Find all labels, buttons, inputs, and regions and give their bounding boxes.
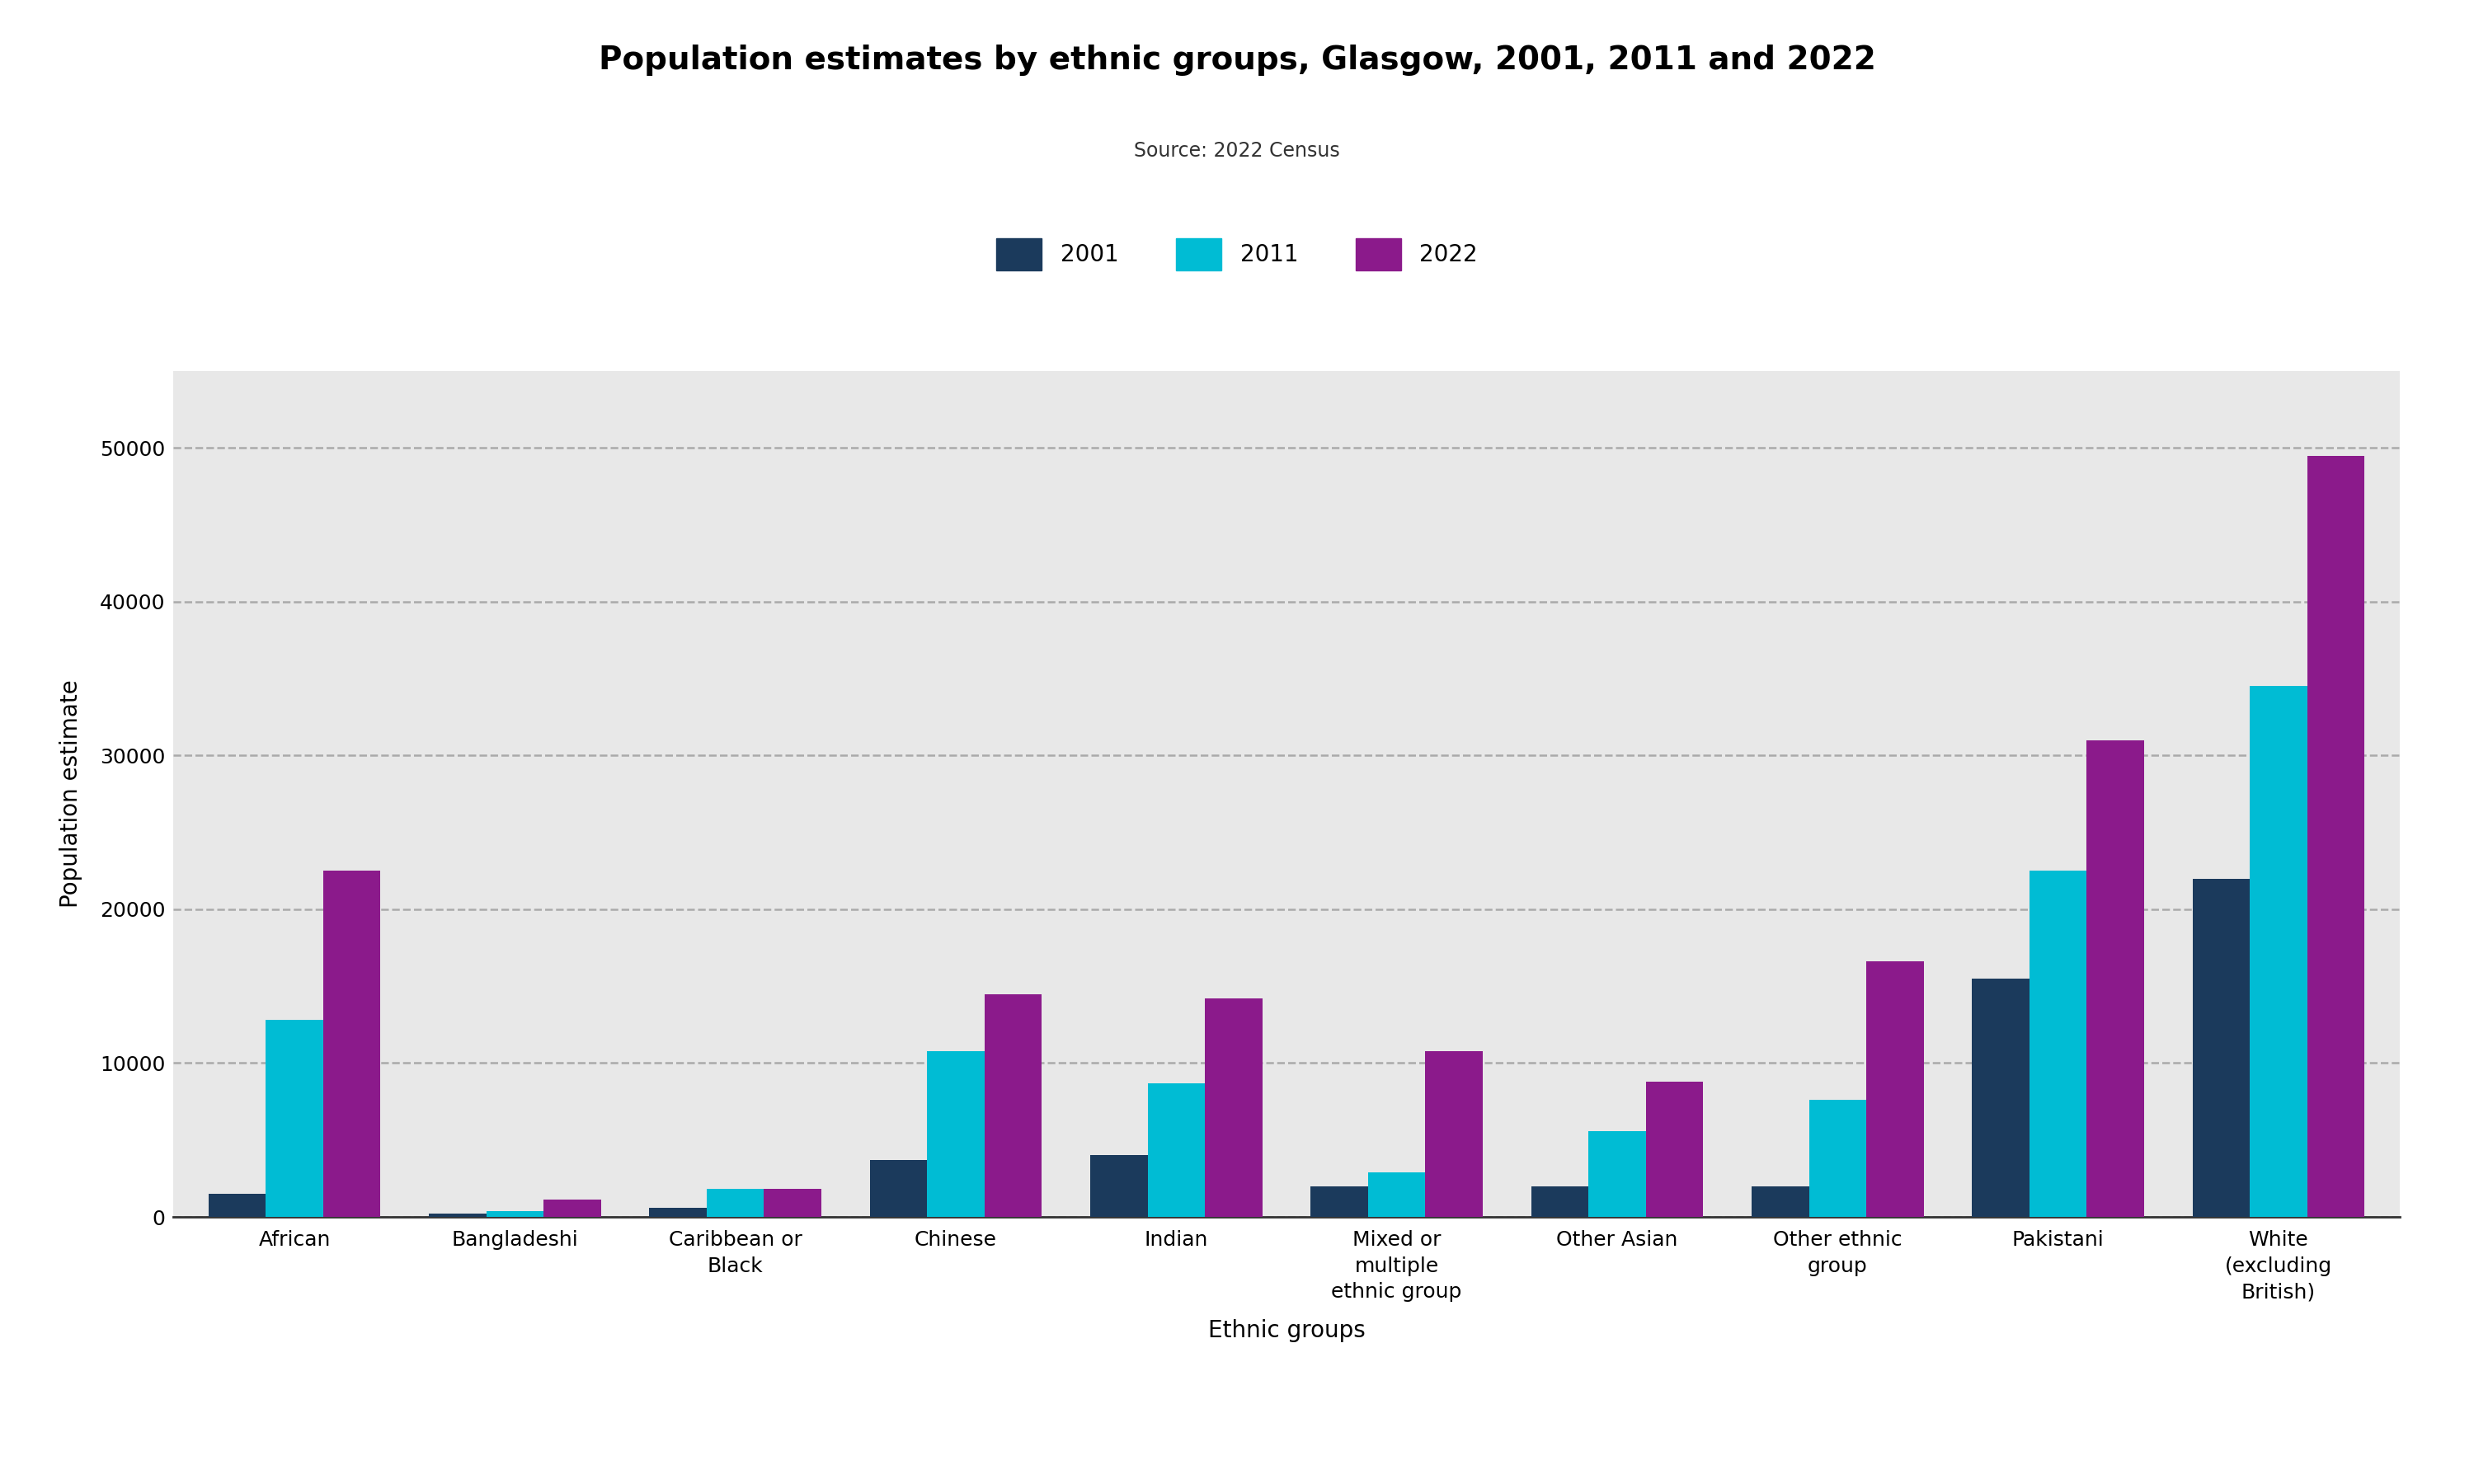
Bar [928,1051,985,1217]
Bar [1752,1186,1808,1217]
Legend: 2001, 2011, 2022: 2001, 2011, 2022 [985,227,1489,282]
Bar [1425,1051,1482,1217]
Bar [2249,686,2308,1217]
Bar [1645,1082,1702,1217]
Bar [1808,1100,1865,1217]
Bar [764,1189,821,1217]
Bar [985,994,1042,1217]
Bar [1865,962,1925,1217]
Bar [1531,1186,1588,1217]
Bar [2192,879,2249,1217]
Bar [1311,1186,1368,1217]
Bar [648,1208,708,1217]
Bar [1148,1083,1205,1217]
Bar [1972,978,2029,1217]
Bar [487,1211,544,1217]
Bar [428,1214,487,1217]
Bar [1588,1131,1645,1217]
Bar [2308,456,2365,1217]
Bar [2086,741,2145,1217]
Text: Source: 2022 Census: Source: 2022 Census [1133,141,1341,160]
Text: Population estimates by ethnic groups, Glasgow, 2001, 2011 and 2022: Population estimates by ethnic groups, G… [599,45,1875,76]
Bar [871,1160,928,1217]
Bar [2029,871,2086,1217]
X-axis label: Ethnic groups: Ethnic groups [1207,1319,1366,1342]
Bar [1091,1156,1148,1217]
Bar [265,1020,324,1217]
Bar [544,1201,601,1217]
Bar [208,1193,265,1217]
Bar [324,871,381,1217]
Y-axis label: Population estimate: Population estimate [59,680,82,908]
Bar [1205,999,1262,1217]
Bar [708,1189,764,1217]
Bar [1368,1172,1425,1217]
